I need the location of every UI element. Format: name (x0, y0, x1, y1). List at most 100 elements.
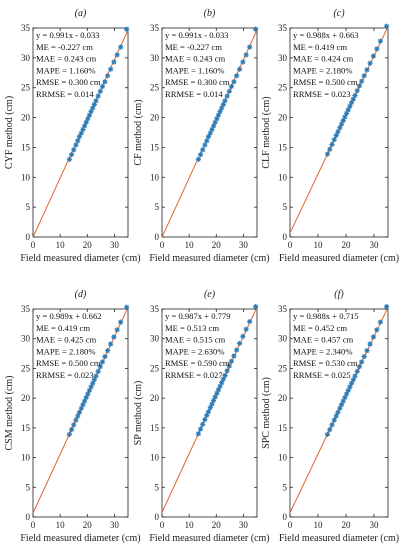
stat-annotation: RRMSE = 0.014 (165, 89, 223, 99)
data-point-stroke (374, 46, 380, 52)
data-point (253, 304, 259, 310)
x-tick-label: 0 (288, 240, 293, 250)
data-point (237, 340, 243, 347)
data-point (374, 327, 380, 333)
data-point-stroke (77, 134, 82, 139)
panel-label: (d) (75, 289, 87, 300)
data-point (71, 147, 77, 153)
data-point-stroke (108, 66, 113, 72)
axes-frame (32, 27, 129, 238)
data-point-stroke (98, 89, 103, 94)
data-point-stroke (67, 432, 72, 437)
chart-panel: 0 10 20 30 0 5 10 15 20 25 30 35 Field measured diam… (261, 289, 399, 544)
axes-frame (161, 27, 258, 238)
stat-annotation: RMSE = 0.300 cm (36, 77, 101, 87)
data-point-stroke (371, 53, 376, 59)
x-tick-label: 20 (212, 520, 222, 530)
data-point (327, 146, 333, 152)
data-point (76, 134, 83, 140)
data-point (102, 79, 108, 85)
data-point (111, 59, 117, 65)
data-point (97, 88, 103, 94)
chart-panel: 0 10 20 30 0 5 10 15 20 25 30 35 Field measured diam… (4, 289, 141, 544)
x-tick-label: 10 (314, 240, 324, 250)
stat-annotation: y = 0.991x - 0.033 (36, 30, 100, 40)
data-point-stroke (95, 369, 101, 374)
data-point-stroke (352, 93, 358, 98)
x-tick-label: 0 (160, 520, 165, 530)
data-point-stroke (206, 409, 211, 415)
data-point (195, 156, 201, 162)
data-point-stroke (111, 334, 117, 340)
data-point-stroke (198, 152, 203, 157)
data-point-stroke (325, 151, 330, 157)
x-tick-label: 20 (83, 240, 93, 250)
y-tick-label: 0 (283, 232, 288, 242)
y-tick-label: 35 (150, 23, 160, 33)
x-axis-label: Field measured diameter (cm) (279, 253, 399, 264)
stat-annotation: MAPE = 2.180% (293, 65, 353, 75)
data-point-stroke (222, 373, 228, 378)
y-tick-label: 20 (278, 393, 288, 403)
data-point-stroke (234, 347, 239, 353)
x-tick-label: 30 (370, 520, 380, 530)
data-point-stroke (102, 79, 108, 85)
data-point (234, 347, 240, 353)
data-point-stroke (71, 147, 76, 153)
y-tick-label: 5 (155, 482, 160, 492)
y-tick-label: 30 (278, 334, 288, 344)
data-point (354, 368, 360, 374)
data-point (377, 38, 384, 44)
data-point-stroke (357, 364, 362, 369)
data-point-stroke (325, 432, 330, 437)
data-point-stroke (357, 83, 362, 89)
data-point-stroke (361, 73, 367, 79)
data-point (220, 101, 226, 108)
data-point (205, 134, 212, 140)
data-point (253, 26, 259, 32)
data-point (384, 23, 390, 29)
stat-annotation: RMSE = 0.530 cm (293, 358, 358, 368)
y-tick-label: 25 (150, 363, 160, 373)
chart-panel: 0 10 20 30 0 5 10 15 20 25 30 35 Field measured diam… (133, 289, 270, 544)
data-point (124, 26, 130, 32)
y-tick-label: 20 (150, 393, 160, 403)
x-tick-label: 10 (185, 240, 195, 250)
data-point (73, 142, 79, 148)
data-point (352, 373, 358, 379)
y-tick-label: 20 (278, 113, 288, 123)
stat-annotation: RMSE = 0.500 cm (36, 358, 101, 368)
data-point (367, 341, 373, 347)
stat-annotation: MAPE = 2.340% (293, 346, 353, 356)
data-point-stroke (240, 59, 246, 65)
data-point-stroke (229, 84, 234, 89)
x-tick-label: 10 (56, 520, 66, 530)
y-tick-label: 10 (21, 172, 31, 182)
data-point (76, 409, 83, 416)
x-tick-label: 10 (185, 520, 195, 530)
data-point (247, 44, 253, 50)
y-tick-label: 30 (150, 334, 160, 344)
y-tick-label: 25 (278, 83, 288, 93)
data-point (228, 83, 235, 90)
data-point-stroke (111, 59, 117, 65)
x-tick-label: 30 (110, 240, 120, 250)
data-point (97, 364, 103, 370)
data-point-stroke (335, 410, 341, 415)
data-point-stroke (114, 327, 120, 333)
data-point-stroke (327, 146, 333, 152)
panel-label: (c) (333, 8, 345, 19)
y-tick-label: 25 (21, 363, 31, 373)
stat-annotation: y = 0.987x + 0.779 (165, 311, 231, 321)
y-tick-label: 35 (278, 23, 288, 33)
data-point (356, 83, 363, 89)
y-tick-label: 15 (278, 423, 288, 433)
data-point (364, 67, 370, 73)
y-axis-label: CF method (cm) (133, 99, 144, 165)
data-point-stroke (367, 60, 373, 66)
data-point-stroke (378, 319, 383, 325)
x-tick-label: 0 (160, 240, 165, 250)
data-point (231, 79, 237, 85)
data-point-stroke (240, 334, 246, 339)
